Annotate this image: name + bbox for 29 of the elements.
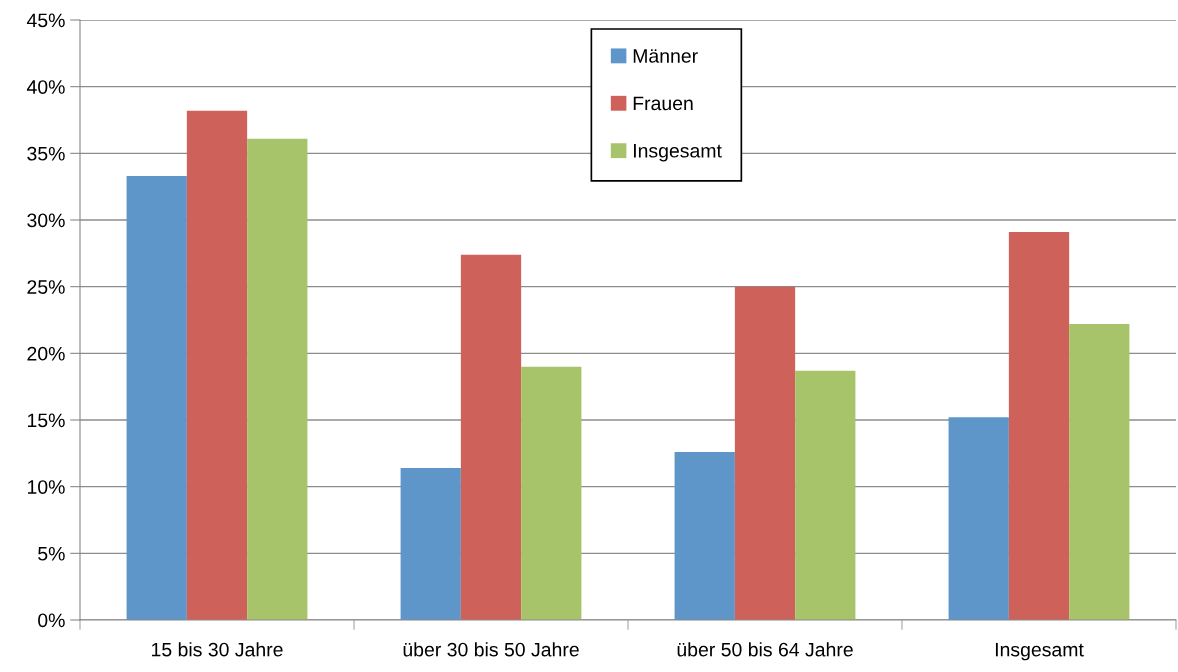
legend-label: Insgesamt: [634, 144, 722, 162]
bar: [247, 138, 308, 620]
y-tick-label: 20%: [27, 346, 65, 361]
y-tick-label: 40%: [26, 80, 65, 94]
y-tick-label: 10%: [27, 480, 65, 494]
y-tick-label: 0%: [38, 613, 65, 628]
y-tick-label: 30%: [27, 213, 65, 228]
bar: [948, 417, 1009, 620]
x-tick-label: über 30 bis 50 Jahre: [403, 642, 579, 657]
legend-label: Männer: [633, 49, 698, 63]
y-tick-label: 25%: [27, 280, 65, 294]
bar: [1008, 232, 1070, 620]
bar: [795, 370, 856, 620]
bar: [186, 110, 248, 620]
x-tick-label: 15 bis 30 Jahre: [152, 642, 283, 657]
bar: [521, 366, 582, 620]
y-tick-label: 15%: [27, 413, 65, 428]
x-tick-label: über 50 bis 64 Jahre: [677, 642, 853, 657]
y-tick-label: 35%: [27, 146, 65, 161]
bar: [126, 176, 187, 620]
bar: [1069, 324, 1130, 620]
bar: [460, 254, 522, 620]
y-tick-label: 45%: [26, 13, 65, 28]
legend-label: Frauen: [633, 96, 693, 111]
x-tick-label: Insgesamt: [995, 642, 1084, 661]
bar: [674, 452, 735, 620]
bar: [400, 468, 461, 620]
y-tick-label: 5%: [38, 546, 65, 561]
bar: [734, 286, 796, 620]
